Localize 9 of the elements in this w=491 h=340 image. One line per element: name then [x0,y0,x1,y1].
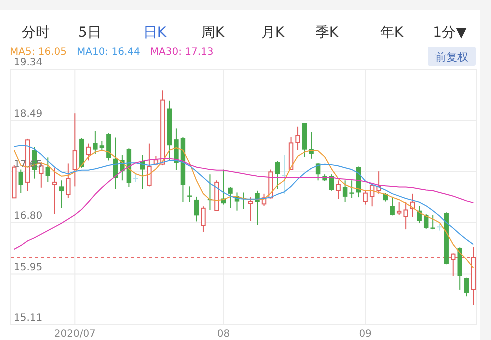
x-tick-label: 08 [217,329,230,340]
x-tick-label: 2020/07 [54,329,96,340]
y-tick-label: 15.95 [14,262,43,274]
y-tick-label: 19.34 [14,58,43,68]
x-tick-label: 09 [359,329,372,340]
legend: MA5: 16.05 MA10: 16.44 MA30: 17.13 [10,47,214,58]
y-tick-label: 16.80 [14,210,43,222]
y-tick-label: 18.49 [14,108,43,120]
y-tick-label: 15.11 [14,313,43,324]
